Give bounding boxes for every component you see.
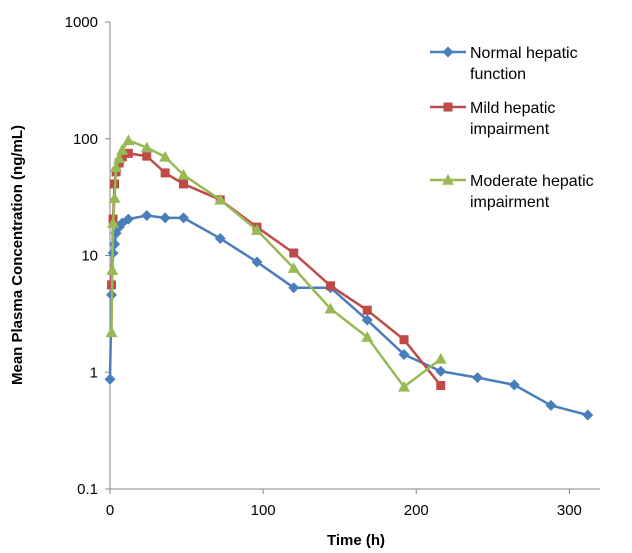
data-point xyxy=(105,326,118,338)
legend-label: Mild hepatic xyxy=(470,100,555,117)
data-point xyxy=(159,212,171,224)
x-tick-label: 200 xyxy=(404,502,429,519)
data-point xyxy=(140,141,153,153)
x-tick-label: 300 xyxy=(557,502,582,519)
legend-item-3: Moderate hepatic impairment xyxy=(430,173,594,211)
series-layer xyxy=(104,134,594,421)
data-point xyxy=(179,179,188,189)
legend-label: impairment xyxy=(470,194,550,211)
data-point xyxy=(178,212,189,224)
legend: Normal hepatic function Mild hepatic impair… xyxy=(430,45,594,211)
series-1 xyxy=(104,210,594,421)
legend-item-1: Normal hepatic function xyxy=(430,45,578,83)
legend-marker xyxy=(442,174,454,185)
data-point xyxy=(160,168,170,178)
data-point xyxy=(435,365,447,377)
series-3 xyxy=(105,134,447,392)
data-point xyxy=(106,264,119,275)
data-point xyxy=(177,168,190,180)
data-point xyxy=(398,380,410,392)
legend-label: Moderate hepatic xyxy=(470,173,594,190)
data-point xyxy=(122,213,134,225)
data-point xyxy=(324,302,337,314)
data-point xyxy=(434,352,447,364)
y-tick-label: 100 xyxy=(73,131,98,148)
data-point xyxy=(108,192,121,203)
data-point xyxy=(251,224,263,235)
data-point xyxy=(251,256,263,268)
data-point xyxy=(436,381,446,391)
data-point xyxy=(159,150,172,162)
y-tick-label: 0.1 xyxy=(77,481,98,498)
legend-marker xyxy=(442,46,454,58)
data-point xyxy=(545,399,557,411)
data-point xyxy=(399,335,409,345)
data-point xyxy=(326,281,335,291)
data-point xyxy=(214,232,226,244)
x-tick-label: 100 xyxy=(251,502,276,519)
data-point xyxy=(141,210,153,222)
x-tick-label: 0 xyxy=(106,502,114,519)
data-point xyxy=(398,348,410,360)
data-point xyxy=(288,282,300,294)
data-point xyxy=(362,305,372,315)
data-point xyxy=(508,379,520,391)
legend-label: Normal hepatic xyxy=(470,45,578,62)
legend-label: impairment xyxy=(470,121,550,138)
data-point xyxy=(287,262,300,273)
legend-marker xyxy=(443,102,453,112)
legend-item-2: Mild hepatic impairment xyxy=(430,100,555,138)
data-point xyxy=(361,314,373,326)
data-point xyxy=(122,134,135,146)
data-point xyxy=(104,373,116,385)
data-point xyxy=(110,161,123,173)
data-point xyxy=(582,409,594,421)
data-point xyxy=(289,248,299,258)
data-point xyxy=(107,216,120,228)
y-tick-label: 1000 xyxy=(65,14,98,31)
series-line xyxy=(110,152,442,387)
axes: 0.1 1 10 100 1000 0 100 200 300 xyxy=(65,14,600,519)
data-point xyxy=(214,193,227,205)
data-point xyxy=(142,151,152,161)
data-point xyxy=(123,148,133,158)
data-point xyxy=(116,144,129,155)
data-point xyxy=(113,152,126,164)
data-point xyxy=(472,372,483,384)
data-point xyxy=(109,238,121,250)
series-2 xyxy=(107,148,446,391)
data-point xyxy=(361,331,374,342)
y-axis-title: Mean Plasma Concentration (ng/mL) xyxy=(9,125,26,385)
y-tick-label: 10 xyxy=(81,248,98,265)
data-point xyxy=(117,152,127,162)
y-tick-label: 1 xyxy=(90,364,98,381)
legend-label: function xyxy=(470,66,526,83)
series-line xyxy=(108,214,589,417)
x-axis-title: Time (h) xyxy=(327,532,385,549)
